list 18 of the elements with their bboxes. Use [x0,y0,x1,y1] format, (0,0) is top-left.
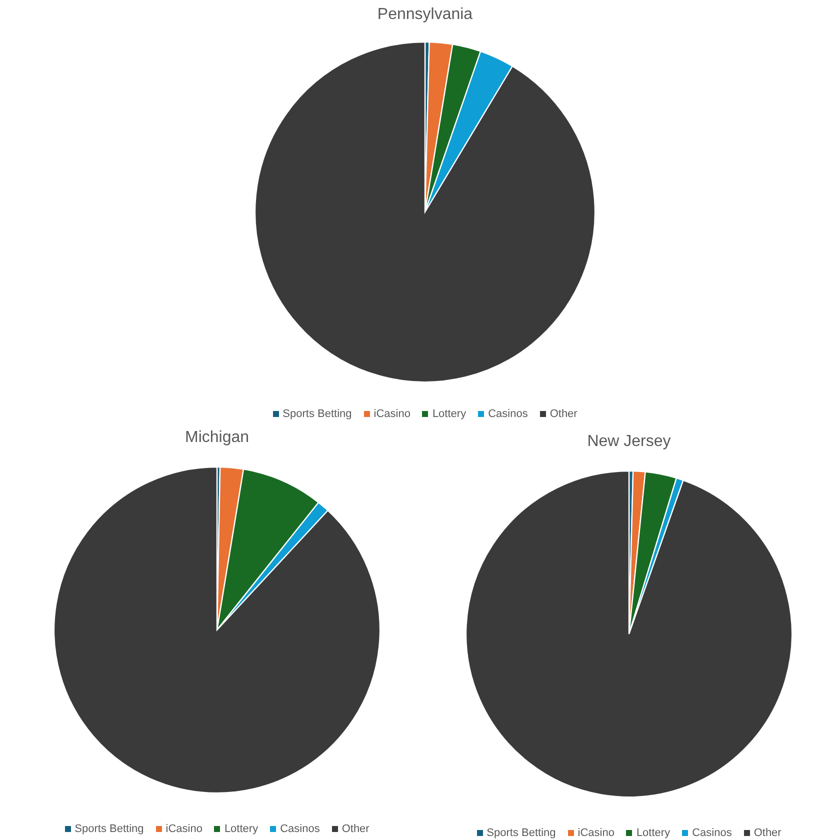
legend-label: iCasino [164,823,202,835]
legend-label: Lottery [431,408,466,420]
legend-label: Casinos [691,827,732,839]
chart-title: Pennsylvania [376,6,474,24]
legend-label: Sports Betting [282,408,352,420]
legend-label: Casinos [487,408,528,420]
legend-label: Sports Betting [74,823,144,835]
legend-label: Casinos [279,823,320,835]
chart-title: Michigan [184,429,250,447]
chart-title: New Jersey [586,433,672,451]
legend-label: Other [340,823,370,835]
legend-label: Other [752,827,782,839]
legend-label: Other [548,408,578,420]
legend-label: iCasino [372,408,410,420]
legend-label: iCasino [576,827,614,839]
legend-label: Sports Betting [486,827,556,839]
legend-label: Lottery [223,823,258,835]
legend-label: Lottery [635,827,670,839]
